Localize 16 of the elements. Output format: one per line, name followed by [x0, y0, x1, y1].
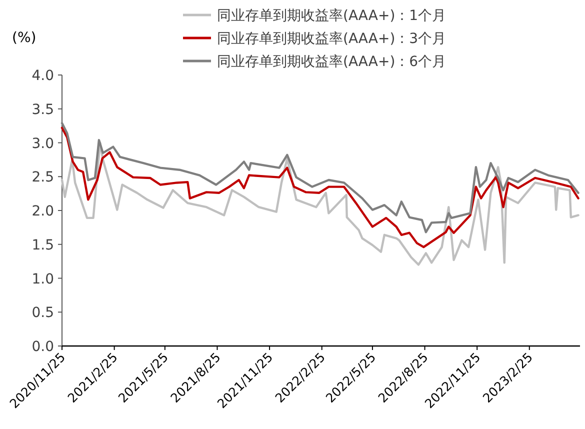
y-tick-label: 1.5 — [32, 237, 54, 254]
y-axis-title: (%) — [12, 30, 36, 46]
y-tick-label: 0.0 — [32, 339, 54, 355]
legend-label: 同业存单到期收益率(AAA+)：6个月 — [217, 54, 446, 70]
legend-label: 同业存单到期收益率(AAA+)：1个月 — [217, 8, 446, 24]
y-tick-label: 3.0 — [32, 136, 54, 152]
y-tick-label: 3.5 — [32, 102, 54, 118]
y-tick-label: 2.0 — [32, 204, 54, 220]
y-tick-label: 4.0 — [32, 68, 54, 84]
line-series — [60, 126, 580, 248]
y-tick-label: 1.0 — [32, 271, 54, 288]
legend-label: 同业存单到期收益率(AAA+)：3个月 — [217, 31, 446, 47]
line-series — [60, 122, 580, 234]
y-tick-label: 2.5 — [32, 170, 54, 186]
line-series — [60, 142, 580, 266]
y-tick-label: 0.5 — [32, 305, 54, 322]
